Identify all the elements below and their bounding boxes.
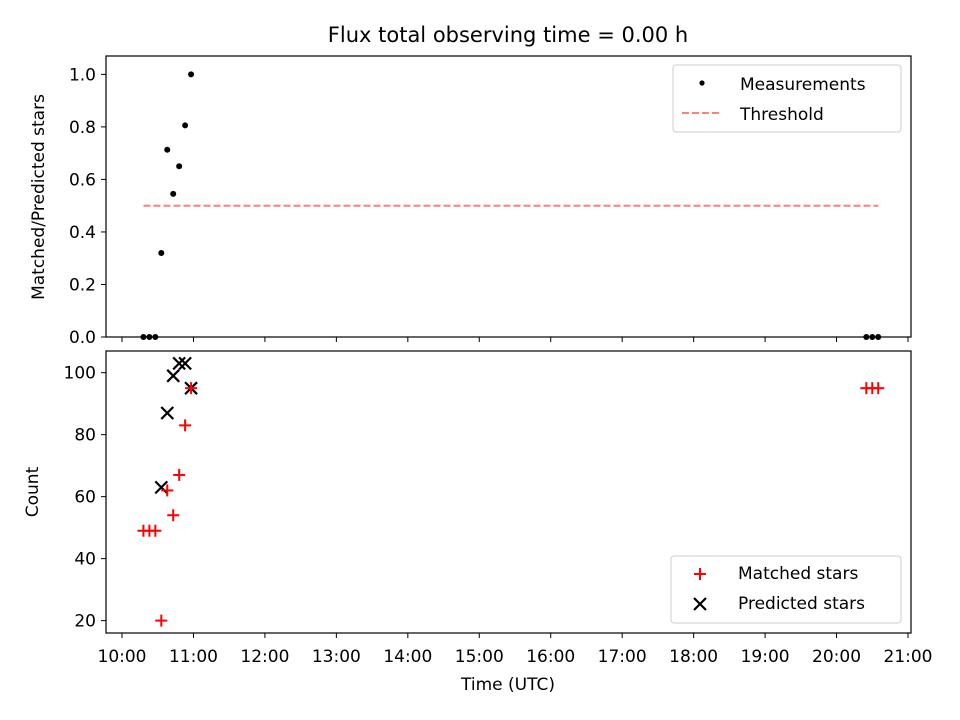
predicted-stars-point <box>166 369 180 383</box>
legend-measurements-label: Measurements <box>740 75 866 95</box>
predicted-stars-point <box>160 406 175 420</box>
time-x-tick-label: 11:00 <box>169 647 218 667</box>
measurements-series <box>140 71 882 340</box>
measurement-point <box>188 71 195 78</box>
predicted-stars-stroke <box>166 369 180 383</box>
chart-title: Flux total observing time = 0.00 h <box>328 23 688 47</box>
time-x-tick-label: 14:00 <box>383 647 432 667</box>
matched-stars-point <box>167 509 180 522</box>
time-x-tick-label: 12:00 <box>240 647 289 667</box>
legend-predicted-marker <box>693 597 707 611</box>
predicted-stars-stroke <box>154 480 169 495</box>
count-y-tick-label: 40 <box>74 550 96 570</box>
time-x-tick-label: 18:00 <box>669 647 718 667</box>
predicted-stars-point <box>172 356 186 371</box>
ratio-y-tick-label: 0.8 <box>69 118 96 138</box>
count-y-tick-label: 100 <box>64 364 96 384</box>
count-legend: Matched stars Predicted stars <box>670 555 902 624</box>
matched-stars-point <box>185 382 198 395</box>
matched-stars-series <box>137 382 885 627</box>
count-y-tick-label: 80 <box>74 426 96 446</box>
time-x-tick-label: 21:00 <box>884 647 933 667</box>
legend-matched-marker <box>694 568 706 580</box>
legend-threshold-label: Threshold <box>739 105 824 125</box>
ratio-y-tick-label: 1.0 <box>69 65 96 85</box>
ratio-legend-box <box>672 64 902 133</box>
measurement-point <box>164 146 171 153</box>
matched-stars-point <box>173 468 186 481</box>
legend-measurements-marker <box>699 80 705 86</box>
ratio-y-axis-label: Matched/Predicted stars <box>29 94 49 300</box>
measurement-point <box>176 163 183 170</box>
matched-stars-point <box>179 419 192 432</box>
ratio-legend: Measurements Threshold <box>672 64 902 133</box>
predicted-stars-stroke <box>172 356 186 371</box>
ratio-y-tick-label: 0.4 <box>69 223 96 243</box>
time-x-tick-label: 17:00 <box>598 647 647 667</box>
measurement-point <box>158 249 165 256</box>
count-plot-frame <box>105 350 912 634</box>
time-x-tick-label: 15:00 <box>455 647 504 667</box>
matched-stars-point <box>161 484 174 497</box>
predicted-stars-series <box>154 356 198 495</box>
count-y-axis: 20 40 60 80 100 <box>64 364 106 632</box>
time-x-tick-label: 16:00 <box>526 647 575 667</box>
legend-predicted-label: Predicted stars <box>738 594 865 614</box>
count-y-tick-label: 20 <box>74 612 96 632</box>
predicted-stars-stroke <box>160 406 175 420</box>
time-x-tick-label: 10:00 <box>98 647 147 667</box>
count-y-axis-label: Count <box>23 466 43 517</box>
ratio-y-axis: 0.0 0.2 0.4 0.6 0.8 1.0 <box>69 65 106 348</box>
ratio-y-tick-label: 0.0 <box>69 328 96 348</box>
time-x-axis: 10:00 11:00 12:00 13:00 14:00 15:00 16:00 17:00… <box>98 633 933 667</box>
predicted-stars-stroke <box>178 356 192 371</box>
count-panel: 20 40 60 80 100 10:00 11:00 12:00 13:00 14:00 15:… <box>23 350 933 695</box>
measurement-point <box>182 122 189 129</box>
time-x-tick-label: 13:00 <box>312 647 361 667</box>
predicted-stars-point <box>178 356 192 371</box>
time-x-axis-label: Time (UTC) <box>460 675 555 695</box>
matched-stars-point <box>872 382 885 395</box>
time-x-tick-label: 19:00 <box>741 647 790 667</box>
measurement-point <box>170 190 177 197</box>
ratio-panel: 0.0 0.2 0.4 0.6 0.8 1.0 Matched/Predicted sta… <box>29 55 912 348</box>
ratio-x-ticks <box>121 337 909 342</box>
ratio-y-tick-label: 0.6 <box>69 170 96 190</box>
legend-matched-label: Matched stars <box>738 564 858 584</box>
ratio-y-tick-label: 0.2 <box>69 275 96 295</box>
matched-stars-point <box>155 614 168 627</box>
count-legend-box <box>670 555 902 624</box>
ratio-plot-frame <box>105 55 912 338</box>
time-x-tick-label: 20:00 <box>812 647 861 667</box>
matched-stars-point <box>149 524 162 537</box>
count-y-tick-label: 60 <box>74 488 96 508</box>
